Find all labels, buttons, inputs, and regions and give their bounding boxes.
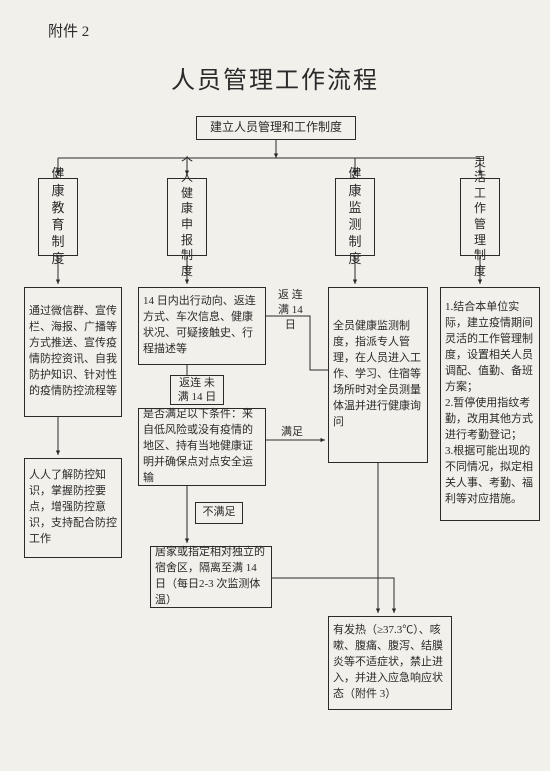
node-condition: 是否满足以下条件：来自低风险或没有疫情的地区、持有当地健康证明并确保点对点安全运… <box>138 408 266 486</box>
node-flex-work: 灵活工作管理制度 <box>460 178 500 256</box>
node-flex-work-text: 灵活工作管理制度 <box>474 155 486 280</box>
node-report-14: 14 日内出行动向、返连方式、车次信息、健康状况、可疑接触史、行程描述等 <box>138 287 266 365</box>
node-report-14-text: 14 日内出行动向、返连方式、车次信息、健康状况、可疑接触史、行程描述等 <box>139 290 265 362</box>
node-edu-result-text: 人人了解防控知识，掌握防控要点，增强防控意识，支持配合防控工作 <box>25 464 121 552</box>
node-root-text: 建立人员管理和工作制度 <box>206 115 346 140</box>
node-flex-text-body: 1.结合本单位实际，建立疫情期间灵活的工作管理制度，设置相关人员调配、值勤、备班… <box>441 296 539 511</box>
page: 附件 2 人员管理工作流程 建立人员管理和工作制度 健康教育制度 个人健康申报制… <box>0 0 550 771</box>
node-isolate: 居家或指定相对独立的宿舍区，隔离至满 14 日（每日2-3 次监测体温） <box>150 546 272 608</box>
edge-label-not-satisfy: 不满足 <box>195 502 243 524</box>
node-root: 建立人员管理和工作制度 <box>196 116 356 140</box>
edge-label-not-satisfy-text: 不满足 <box>203 505 236 521</box>
node-monitor-all-text: 全员健康监测制度，指派专人管理，在人员进入工作、学习、住宿等场所时对全员测量体温… <box>329 315 427 435</box>
node-fever: 有发热（≥37.3℃）、咳嗽、腹痛、腹泻、结膜炎等不适症状，禁止进入，并进入应急… <box>328 616 452 710</box>
node-monitor: 健康监测制度 <box>335 178 375 256</box>
edge-label-under14: 返连 未 满 14 日 <box>170 375 224 405</box>
node-monitor-all: 全员健康监测制度，指派专人管理，在人员进入工作、学习、住宿等场所时对全员测量体温… <box>328 287 428 463</box>
edge-label-over14: 返 连 满 14 日 <box>278 288 303 333</box>
edge-label-satisfy: 满足 <box>281 425 303 440</box>
edge-label-under14-text: 返连 未 满 14 日 <box>178 376 217 405</box>
node-edu-push-text: 通过微信群、宣传栏、海报、广播等方式推送、宣传疫情防控资讯、自我防护知识、针对性… <box>25 300 121 404</box>
node-condition-text: 是否满足以下条件：来自低风险或没有疫情的地区、持有当地健康证明并确保点对点安全运… <box>139 403 265 491</box>
node-self-report-text: 个人健康申报制度 <box>181 155 193 280</box>
node-edu-result: 人人了解防控知识，掌握防控要点，增强防控意识，支持配合防控工作 <box>24 458 122 558</box>
node-health-education: 健康教育制度 <box>38 178 78 256</box>
node-health-education-text: 健康教育制度 <box>52 166 65 267</box>
node-isolate-text: 居家或指定相对独立的宿舍区，隔离至满 14 日（每日2-3 次监测体温） <box>151 541 271 613</box>
node-self-report: 个人健康申报制度 <box>167 178 207 256</box>
node-edu-push: 通过微信群、宣传栏、海报、广播等方式推送、宣传疫情防控资讯、自我防护知识、针对性… <box>24 287 122 417</box>
node-fever-text: 有发热（≥37.3℃）、咳嗽、腹痛、腹泻、结膜炎等不适症状，禁止进入，并进入应急… <box>329 619 451 707</box>
node-flex-text: 1.结合本单位实际，建立疫情期间灵活的工作管理制度，设置相关人员调配、值勤、备班… <box>440 287 540 521</box>
node-monitor-text: 健康监测制度 <box>349 166 362 267</box>
